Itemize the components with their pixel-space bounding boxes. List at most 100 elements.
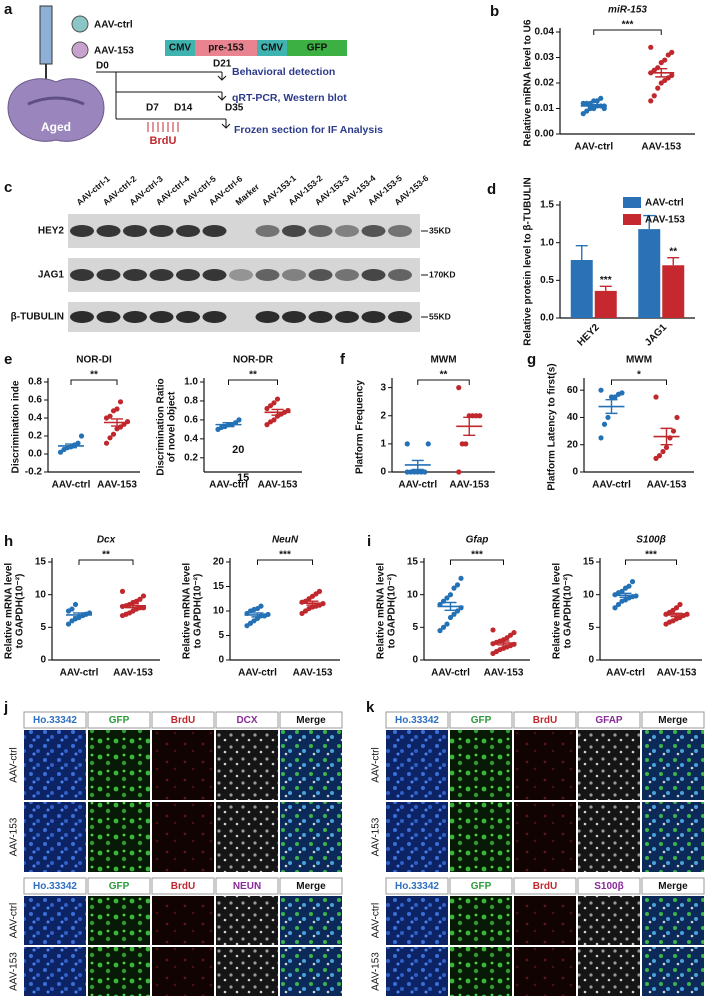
blot-band xyxy=(96,269,121,281)
readout: Frozen section for IF Analysis xyxy=(234,124,383,136)
data-point xyxy=(456,385,462,391)
data-point xyxy=(605,414,611,421)
x-tick-label: AAV-153 xyxy=(97,480,137,491)
blot-band xyxy=(335,269,359,281)
micrograph xyxy=(88,730,150,800)
x-tick-label: AAV-ctrl xyxy=(574,142,613,153)
data-point xyxy=(119,588,126,595)
blot-size-label: 170KD xyxy=(429,269,455,279)
data-point xyxy=(653,394,659,400)
column-header: GFAP xyxy=(595,715,623,726)
chart-title: NeuN xyxy=(272,535,299,546)
error-bar xyxy=(222,422,235,428)
bar xyxy=(570,259,593,318)
blot-row-label: HEY2 xyxy=(38,226,65,237)
row-label: AAV-153 xyxy=(371,817,382,856)
y-tick-label: 20 xyxy=(213,557,225,568)
y-tick-label: 0.4 xyxy=(184,433,198,444)
construct-segment xyxy=(257,40,287,56)
data-point xyxy=(670,428,677,434)
data-point xyxy=(65,621,72,627)
blot-band xyxy=(96,225,121,237)
data-point xyxy=(103,440,110,446)
data-point xyxy=(619,390,625,396)
column-header: NEUN xyxy=(233,881,261,892)
micrograph xyxy=(152,802,214,872)
age-label: Aged xyxy=(41,120,71,134)
significance-label: *** xyxy=(600,275,612,286)
data-point xyxy=(626,583,632,589)
y-axis-label: Relative mRNA level xyxy=(552,563,563,660)
data-point xyxy=(612,605,618,611)
data-point xyxy=(137,596,143,602)
blot-band xyxy=(202,269,227,281)
y-tick-label: 0.0 xyxy=(540,313,554,324)
y-axis-label: to GAPDH(10⁻²) xyxy=(563,574,574,649)
timepoint: D7 xyxy=(146,103,159,114)
chart-title: NOR-DR xyxy=(233,355,274,366)
error-bar xyxy=(575,244,588,260)
data-point xyxy=(598,387,604,393)
blot-band xyxy=(361,225,386,237)
error-bar xyxy=(73,612,85,618)
blot-size-label: 35KD xyxy=(429,225,451,235)
significance-bracket xyxy=(611,379,667,385)
column-header-box xyxy=(151,711,215,729)
brain xyxy=(7,78,105,142)
legend-label: AAV-153 xyxy=(645,215,685,226)
column-header: BrdU xyxy=(533,715,557,726)
significance-label: *** xyxy=(645,550,657,561)
data-point xyxy=(673,605,680,611)
data-point xyxy=(437,628,443,634)
blot-band xyxy=(202,225,227,237)
y-tick-label: 0 xyxy=(588,655,594,666)
significance-bracket xyxy=(625,559,677,565)
y-tick-label: 0.03 xyxy=(535,52,555,63)
data-point xyxy=(271,400,277,406)
micrograph xyxy=(514,947,576,996)
timepoint: D14 xyxy=(174,103,193,114)
panel-label: j xyxy=(3,699,8,716)
blot-band xyxy=(123,269,147,281)
y-tick-label: 0.4 xyxy=(28,413,42,424)
data-point xyxy=(274,396,281,402)
x-tick-label: AAV-153 xyxy=(641,142,681,153)
chart-title: S100β xyxy=(636,535,666,546)
micrograph xyxy=(216,802,278,872)
panel-label: i xyxy=(367,533,371,550)
y-tick-label: 0.6 xyxy=(184,415,198,426)
construct-label: CMV xyxy=(261,43,284,54)
blot-row-label: β-TUBULIN xyxy=(11,312,64,323)
blot-band xyxy=(149,311,174,323)
blot-band xyxy=(361,269,386,281)
data-point xyxy=(601,105,607,112)
virus-icon xyxy=(71,15,89,33)
y-axis-label: Platform Latency to first(s) xyxy=(547,363,558,490)
error-bar xyxy=(605,399,618,415)
data-point xyxy=(674,414,680,421)
y-axis-label: to GAPDH(10⁻²) xyxy=(193,574,204,649)
column-header: Ho.33342 xyxy=(395,881,439,892)
blot-band xyxy=(70,311,94,323)
y-axis-label: Relative mRNA level xyxy=(376,563,387,660)
micrograph xyxy=(152,730,214,800)
blot-band xyxy=(282,269,306,281)
row-label: AAV-153 xyxy=(9,952,20,991)
error-bar xyxy=(670,612,683,618)
data-point xyxy=(264,405,270,412)
panel-label: e xyxy=(4,351,12,368)
column-header-box xyxy=(151,877,215,895)
panel-label: a xyxy=(4,1,13,18)
blot-band xyxy=(176,225,200,237)
blot-band xyxy=(149,225,174,237)
column-header-box xyxy=(513,711,577,729)
y-tick-label: 15 xyxy=(213,581,225,592)
y-tick-label: 0 xyxy=(380,467,386,478)
column-header: BrdU xyxy=(171,881,195,892)
micrograph xyxy=(578,896,640,945)
y-tick-label: 0.6 xyxy=(28,395,42,406)
y-axis-label: to GAPDH(10⁻²) xyxy=(15,574,26,649)
y-axis-label: to GAPDH(10⁻²) xyxy=(387,574,398,649)
data-point xyxy=(651,93,657,99)
